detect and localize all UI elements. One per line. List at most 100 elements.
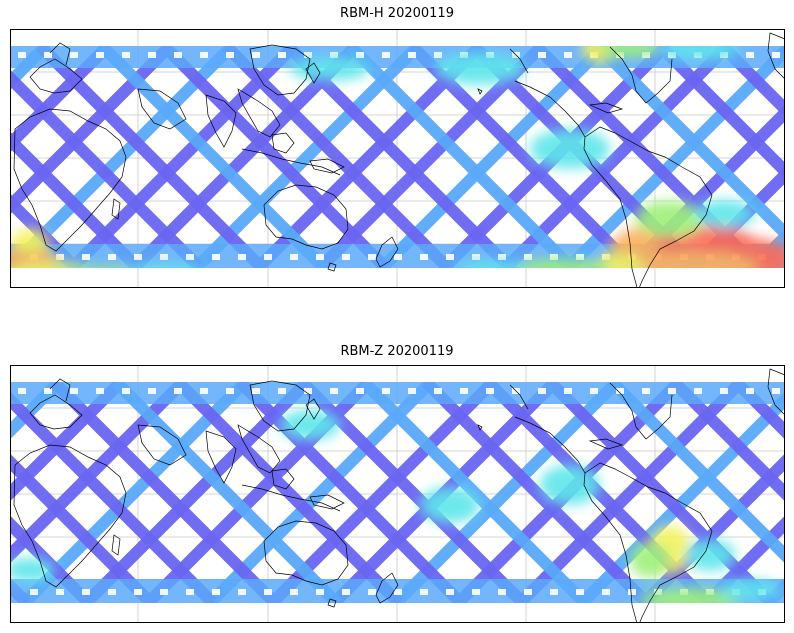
- north-polar-band: [10, 382, 785, 404]
- coast-borneo: [271, 468, 295, 490]
- orbit-swath: [545, 382, 776, 603]
- swath-gap: [238, 254, 246, 260]
- coast-scandinavia: [49, 42, 71, 66]
- intensity-highlights: [10, 46, 785, 268]
- swath-gap: [18, 52, 26, 58]
- swath-gap: [642, 388, 650, 394]
- swath-gap: [304, 52, 312, 58]
- orbit-swath: [49, 382, 280, 603]
- intensity-blob: [510, 259, 610, 268]
- coast-central-america: [514, 80, 586, 138]
- swath-gap: [524, 589, 532, 595]
- swath-gap: [368, 589, 376, 595]
- swath-gap: [290, 589, 298, 595]
- orbit-swath: [10, 131, 143, 268]
- swath-gap: [524, 254, 532, 260]
- swath-gap: [434, 388, 442, 394]
- swath-gap: [576, 589, 584, 595]
- coast-europe: [29, 394, 83, 430]
- map-panel-rbm-z: [10, 365, 785, 623]
- swath-gap: [122, 52, 130, 58]
- swath-gap: [472, 589, 480, 595]
- swath-gap: [200, 388, 208, 394]
- panel-title-bottom: RBM-Z 20200119: [340, 344, 454, 359]
- swath-gap: [538, 388, 546, 394]
- coast-madagascar: [111, 198, 121, 220]
- swath-gap: [446, 254, 454, 260]
- coast-borneo: [271, 132, 295, 154]
- swath-gap: [330, 388, 338, 394]
- orbit-swath: [701, 515, 785, 603]
- swath-gap: [446, 589, 454, 595]
- swath-gap: [668, 388, 676, 394]
- intensity-blob: [435, 53, 525, 85]
- orbit-swath: [35, 46, 267, 268]
- swath-gap: [200, 52, 208, 58]
- coast-north-america-west: [509, 384, 529, 410]
- intensity-blob: [280, 410, 340, 440]
- coast-new-guinea: [309, 158, 345, 174]
- swath-gap: [70, 52, 78, 58]
- coast-north-america-west: [509, 48, 529, 74]
- intensity-blob: [640, 588, 740, 603]
- swath-gap: [134, 254, 142, 260]
- intensity-blob: [620, 251, 760, 268]
- coast-east-asia: [249, 380, 311, 432]
- orbit-swath: [345, 46, 577, 268]
- swath-gap: [498, 589, 506, 595]
- coast-south-america: [583, 462, 713, 623]
- intensity-blob: [595, 253, 645, 268]
- coast-tasmania: [327, 262, 337, 272]
- swath-gap: [694, 388, 702, 394]
- swath-gap: [408, 388, 416, 394]
- coast-greenland: [767, 32, 785, 80]
- coast-india: [205, 430, 237, 484]
- coast-cuba: [588, 102, 624, 114]
- orbit-swath: [235, 382, 466, 603]
- coast-africa: [13, 444, 127, 588]
- swath-gap: [30, 589, 38, 595]
- swath-gap: [408, 52, 416, 58]
- coast-greenland: [767, 368, 785, 416]
- orbit-swath: [111, 382, 342, 603]
- swath-gap: [772, 52, 780, 58]
- intensity-blob: [11, 262, 89, 268]
- swath-gap: [96, 388, 104, 394]
- swath-gap: [772, 388, 780, 394]
- intensity-blob: [530, 129, 610, 169]
- coastlines: [13, 32, 785, 288]
- coast-new-zealand: [375, 236, 399, 268]
- swath-gap: [420, 589, 428, 595]
- swath-gap: [434, 52, 442, 58]
- swath-gap: [602, 589, 610, 595]
- coast-australia: [263, 184, 349, 250]
- intensity-blob: [695, 200, 755, 228]
- swath-gap: [134, 589, 142, 595]
- intensity-blob: [455, 261, 525, 268]
- swath-gap: [160, 589, 168, 595]
- swath-gap: [148, 52, 156, 58]
- swath-gap: [212, 254, 220, 260]
- intensity-blob: [81, 267, 129, 268]
- orbit-swath: [593, 46, 785, 242]
- coast-se-asia: [237, 424, 281, 474]
- coast-south-america: [583, 126, 713, 288]
- orbit-swath: [173, 382, 404, 603]
- orbit-swath: [655, 46, 785, 180]
- orbit-swath: [717, 46, 785, 118]
- swath-gap: [316, 254, 324, 260]
- intensity-blob: [630, 542, 670, 578]
- coast-japan: [305, 62, 321, 84]
- orbit-swath: [283, 46, 515, 268]
- swath-gap: [278, 52, 286, 58]
- swath-gap: [746, 388, 754, 394]
- orbit-swath: [421, 382, 652, 603]
- swath-gap: [550, 254, 558, 260]
- swath-gap: [82, 254, 90, 260]
- swath-gap: [252, 388, 260, 394]
- swath-gap: [486, 388, 494, 394]
- swath-gap: [44, 52, 52, 58]
- coast-cuba: [588, 438, 624, 450]
- swath-gap: [96, 52, 104, 58]
- coast-central-america: [514, 416, 586, 474]
